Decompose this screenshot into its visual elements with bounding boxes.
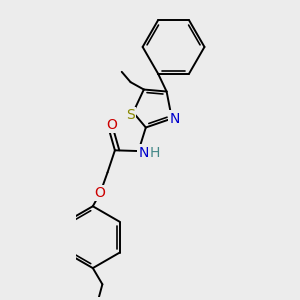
Text: N: N — [169, 112, 180, 125]
Text: O: O — [106, 118, 117, 131]
Text: N: N — [138, 146, 149, 160]
Text: S: S — [126, 108, 135, 122]
Text: O: O — [95, 186, 106, 200]
Text: H: H — [149, 146, 160, 160]
